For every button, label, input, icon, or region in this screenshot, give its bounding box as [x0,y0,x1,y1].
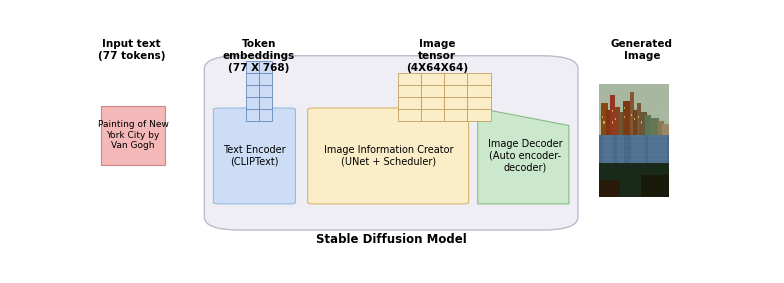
Bar [245,85,259,97]
Text: Generated
Image: Generated Image [611,39,673,61]
Bar [421,73,445,85]
Text: Image
tensor
(4X64X64): Image tensor (4X64X64) [406,39,468,73]
FancyBboxPatch shape [205,56,578,230]
Polygon shape [477,108,569,204]
Bar [445,97,467,109]
Bar [467,97,491,109]
Bar [467,85,491,97]
Bar [398,97,421,109]
Bar [467,73,491,85]
Bar [259,85,272,97]
Bar [398,109,421,121]
Bar [259,97,272,109]
Bar [245,61,259,73]
Bar [101,106,165,165]
Bar [445,85,467,97]
Bar [467,109,491,121]
Text: Painting of New
York City by
Van Gogh: Painting of New York City by Van Gogh [98,120,169,150]
Text: Image Information Creator
(UNet + Scheduler): Image Information Creator (UNet + Schedu… [324,145,453,167]
Text: Image Decoder
(Auto encoder-
decoder): Image Decoder (Auto encoder- decoder) [488,140,562,173]
Bar [245,73,259,85]
Bar [445,109,467,121]
Text: Input text
(77 tokens): Input text (77 tokens) [98,39,165,61]
Bar [259,61,272,73]
Bar [259,109,272,121]
Bar [398,85,421,97]
Bar [421,97,445,109]
Text: Text Encoder
(CLIPText): Text Encoder (CLIPText) [223,145,286,167]
Bar [421,85,445,97]
FancyBboxPatch shape [213,108,296,204]
FancyBboxPatch shape [307,108,469,204]
Bar [398,73,421,85]
Text: Token
embeddings
(77 X 768): Token embeddings (77 X 768) [223,39,295,73]
Bar [259,73,272,85]
Text: Stable Diffusion Model: Stable Diffusion Model [316,233,466,246]
Bar [421,109,445,121]
Bar [445,73,467,85]
Bar [245,109,259,121]
Bar [245,97,259,109]
